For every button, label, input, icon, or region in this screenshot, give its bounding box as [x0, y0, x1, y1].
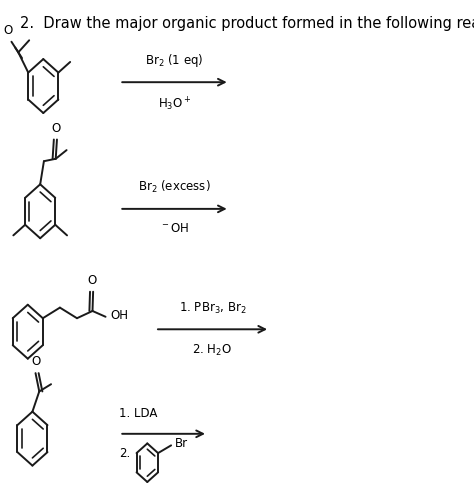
Text: 2. H$_2$O: 2. H$_2$O — [192, 343, 233, 358]
Text: 1. PBr$_3$, Br$_2$: 1. PBr$_3$, Br$_2$ — [179, 301, 246, 316]
Text: H$_3$O$^+$: H$_3$O$^+$ — [158, 96, 191, 113]
Text: O: O — [32, 355, 41, 368]
Text: O: O — [4, 24, 13, 37]
Text: 2.  Draw the major organic product formed in the following reactions: 2. Draw the major organic product formed… — [20, 16, 474, 31]
Text: Br$_2$ (excess): Br$_2$ (excess) — [138, 179, 211, 196]
Text: Br: Br — [175, 437, 188, 450]
Text: OH: OH — [110, 309, 128, 322]
Text: Br$_2$ (1 eq): Br$_2$ (1 eq) — [145, 52, 204, 69]
Text: 2.: 2. — [119, 447, 131, 460]
Text: $^-$OH: $^-$OH — [160, 222, 189, 235]
Text: O: O — [87, 274, 97, 288]
Text: O: O — [51, 122, 61, 135]
Text: 1. LDA: 1. LDA — [119, 407, 158, 420]
